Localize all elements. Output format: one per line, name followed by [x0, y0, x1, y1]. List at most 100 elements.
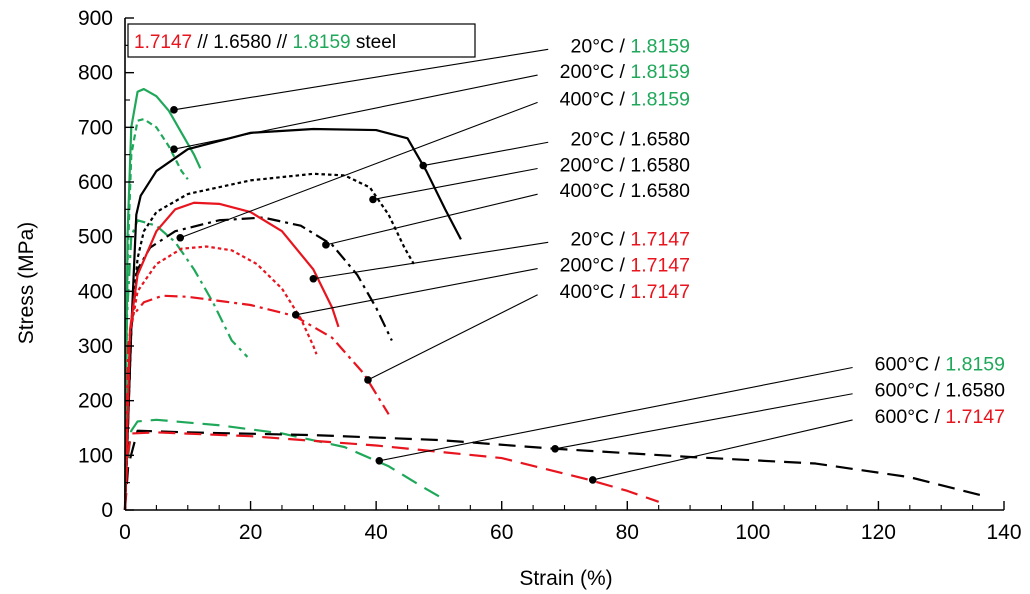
leader-line: [313, 241, 549, 280]
series-label-steel: 1.6580: [945, 380, 1005, 402]
series-label: 20°C / 1.8159: [571, 35, 690, 57]
y-tick-label: 700: [78, 116, 113, 139]
leader-line: [173, 48, 549, 111]
marker-dot: [419, 161, 428, 170]
series-label-temp: 600°C /: [875, 353, 946, 375]
marker-dot: [170, 106, 178, 114]
y-tick-label: 200: [78, 390, 113, 413]
marker-dot: [170, 145, 178, 153]
series-label: 20°C / 1.7147: [571, 228, 690, 250]
x-tick-label: 120: [861, 521, 896, 544]
series-label: 600°C / 1.7147: [875, 406, 1005, 428]
legend-text-part: 1.6580: [213, 32, 271, 53]
y-tick-label: 300: [78, 335, 113, 358]
legend-box: [127, 23, 476, 58]
ticks: 0 20 40 60 80 100 120 140 0 100 200 300 400 500 600 700…: [78, 7, 1022, 544]
legend-text-part: 1.8159: [293, 32, 351, 53]
series-label-steel: 1.7147: [945, 406, 1005, 428]
series-label-steel: 1.7147: [630, 228, 690, 250]
leader-line: [367, 294, 538, 381]
series-label: 200°C / 1.8159: [560, 61, 690, 83]
legend-text: 1.7147 // 1.6580 // 1.8159 steel: [134, 32, 396, 53]
leader-line: [372, 167, 538, 201]
legend-text-part: steel: [351, 32, 396, 53]
y-tick-label: 500: [78, 226, 113, 249]
series-label-steel: 1.7147: [630, 255, 690, 277]
x-tick-label: 80: [616, 521, 639, 544]
series-label: 20°C / 1.6580: [571, 128, 691, 150]
y-axis-title: Stress (MPa): [15, 222, 38, 345]
legend-text-part: 1.7147: [134, 32, 192, 53]
x-tick-label: 100: [735, 521, 770, 544]
series-label-temp: 400°C /: [560, 180, 631, 202]
series-label-temp: 200°C /: [560, 155, 631, 177]
marker-dot: [369, 195, 377, 204]
series-line: [123, 219, 249, 511]
x-axis-title: Strain (%): [519, 567, 612, 590]
series-line: [123, 429, 986, 511]
series-label: 600°C / 1.8159: [875, 353, 1005, 375]
series-line: [123, 245, 318, 511]
y-tick-label: 600: [78, 171, 113, 194]
series-label: 400°C / 1.7147: [560, 281, 690, 303]
leader-line: [423, 141, 549, 167]
series-line: [123, 294, 390, 511]
marker-dot: [364, 376, 372, 384]
x-tick-label: 140: [986, 521, 1021, 544]
series-label: 200°C / 1.7147: [560, 255, 690, 277]
legend: 1.7147 // 1.6580 // 1.8159 steel: [127, 23, 476, 58]
leader-line: [554, 393, 853, 450]
x-tick-label: 20: [239, 521, 262, 544]
series-label-temp: 20°C /: [571, 228, 631, 250]
leader-line: [295, 268, 538, 316]
series-label: 200°C / 1.6580: [560, 155, 690, 177]
series-line: [123, 431, 660, 511]
series-label-temp: 400°C /: [560, 88, 631, 110]
series-label-temp: 600°C /: [875, 406, 946, 428]
marker-dot: [176, 233, 185, 242]
y-tick-label: 100: [78, 444, 113, 467]
series-label-steel: 1.6580: [630, 180, 690, 202]
leader-line: [180, 101, 538, 239]
marker-dot: [291, 311, 300, 319]
y-tick-label: 800: [78, 62, 113, 85]
series-label-steel: 1.6580: [630, 155, 690, 177]
plot-lines: [123, 87, 986, 511]
x-tick-label: 60: [490, 521, 513, 544]
x-tick-label: 0: [119, 521, 131, 544]
legend-text-part: //: [192, 32, 213, 53]
series-label-steel: 1.8159: [945, 353, 1005, 375]
series-label: 600°C / 1.6580: [875, 380, 1005, 402]
annotation-leaders: [170, 48, 853, 484]
series-label-temp: 20°C /: [571, 35, 631, 57]
y-tick-label: 400: [78, 280, 113, 303]
marker-dot: [588, 476, 597, 484]
series-label-steel: 1.7147: [630, 281, 690, 303]
series-label-temp: 20°C /: [571, 128, 631, 150]
y-tick-label: 0: [101, 499, 113, 522]
series-label-steel: 1.8159: [630, 61, 690, 83]
marker-dot: [375, 457, 384, 465]
legend-text-part: //: [271, 32, 292, 53]
marker-dot: [309, 274, 318, 283]
leader-line: [173, 74, 538, 150]
series-line: [123, 118, 189, 511]
series-label-steel: 1.8159: [630, 88, 690, 110]
leader-line: [592, 419, 853, 481]
series-label: 400°C / 1.6580: [560, 180, 690, 202]
leader-line: [325, 193, 538, 246]
marker-dot: [322, 241, 330, 249]
marker-dot: [551, 444, 559, 453]
series-label-steel: 1.6580: [630, 128, 690, 150]
leader-line: [379, 366, 853, 462]
series-label-temp: 200°C /: [560, 255, 631, 277]
series-label-steel: 1.8159: [630, 35, 690, 57]
series-line: [123, 172, 415, 511]
series-label-temp: 600°C /: [875, 380, 946, 402]
series-label-temp: 200°C /: [560, 61, 631, 83]
series-line: [123, 216, 393, 511]
x-tick-label: 40: [364, 521, 387, 544]
series-label: 400°C / 1.8159: [560, 88, 690, 110]
